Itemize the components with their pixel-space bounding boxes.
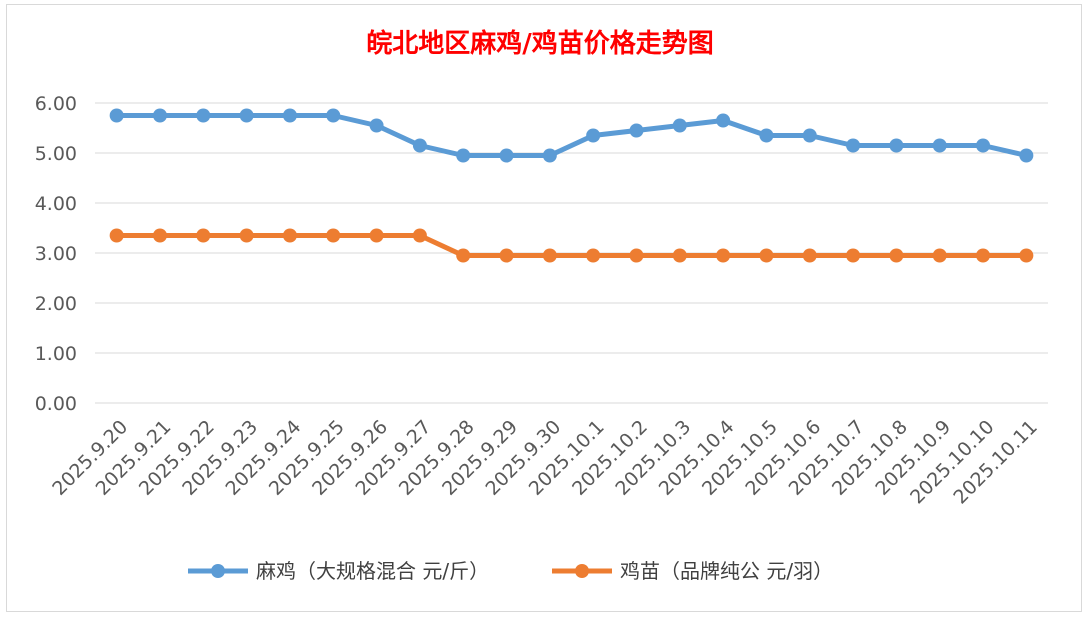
y-axis-tick-labels: 0.00 1.00 2.00 3.00 4.00 5.00 6.00 bbox=[35, 93, 77, 415]
data-series bbox=[109, 108, 1034, 263]
legend-item: 鸡苗（品牌纯公 元/羽） bbox=[552, 559, 833, 583]
data-point bbox=[152, 228, 167, 243]
series-line bbox=[114, 233, 1029, 258]
data-point bbox=[499, 248, 514, 263]
data-point bbox=[196, 228, 211, 243]
data-point bbox=[672, 248, 687, 263]
x-axis-tick-labels: 2025.9.202025.9.212025.9.222025.9.232025… bbox=[48, 416, 1042, 508]
series-2 bbox=[109, 228, 1034, 263]
series-line bbox=[114, 113, 1029, 158]
data-point bbox=[196, 108, 211, 123]
series-1 bbox=[109, 108, 1034, 163]
data-point bbox=[1019, 248, 1034, 263]
data-point bbox=[846, 248, 861, 263]
data-point bbox=[802, 128, 817, 143]
y-tick-label: 4.00 bbox=[35, 193, 77, 215]
data-point bbox=[369, 118, 384, 133]
data-point bbox=[109, 108, 124, 123]
data-point bbox=[499, 148, 514, 163]
data-point bbox=[802, 248, 817, 263]
y-tick-label: 6.00 bbox=[35, 93, 77, 115]
data-point bbox=[889, 248, 904, 263]
chart-title: 皖北地区麻鸡/鸡苗价格走势图 bbox=[366, 28, 714, 59]
data-point bbox=[1019, 148, 1034, 163]
data-point bbox=[412, 228, 427, 243]
legend-item: 麻鸡（大规格混合 元/斤） bbox=[188, 559, 489, 583]
data-point bbox=[542, 248, 557, 263]
data-point bbox=[586, 248, 601, 263]
legend-label: 鸡苗（品牌纯公 元/羽） bbox=[620, 559, 833, 583]
data-point bbox=[932, 138, 947, 153]
data-point bbox=[976, 138, 991, 153]
data-point bbox=[282, 228, 297, 243]
data-point bbox=[629, 248, 644, 263]
data-point bbox=[109, 228, 124, 243]
data-point bbox=[629, 123, 644, 138]
y-tick-label: 2.00 bbox=[35, 293, 77, 315]
data-point bbox=[586, 128, 601, 143]
legend-marker bbox=[211, 564, 225, 578]
y-tick-label: 3.00 bbox=[35, 243, 77, 265]
data-point bbox=[282, 108, 297, 123]
data-point bbox=[846, 138, 861, 153]
data-point bbox=[239, 108, 254, 123]
data-point bbox=[326, 108, 341, 123]
chart-frame bbox=[6, 4, 1082, 612]
data-point bbox=[932, 248, 947, 263]
data-point bbox=[976, 248, 991, 263]
data-point bbox=[889, 138, 904, 153]
y-tick-label: 1.00 bbox=[35, 343, 77, 365]
data-point bbox=[412, 138, 427, 153]
legend-label: 麻鸡（大规格混合 元/斤） bbox=[256, 559, 489, 583]
y-tick-label: 0.00 bbox=[35, 393, 77, 415]
legend: 麻鸡（大规格混合 元/斤） 鸡苗（品牌纯公 元/羽） bbox=[188, 559, 833, 583]
data-point bbox=[759, 128, 774, 143]
data-point bbox=[716, 248, 731, 263]
data-point bbox=[542, 148, 557, 163]
data-point bbox=[369, 228, 384, 243]
data-point bbox=[456, 148, 471, 163]
data-point bbox=[239, 228, 254, 243]
y-tick-label: 5.00 bbox=[35, 143, 77, 165]
data-point bbox=[152, 108, 167, 123]
data-point bbox=[716, 113, 731, 128]
gridlines bbox=[95, 102, 1048, 404]
data-point bbox=[456, 248, 471, 263]
data-point bbox=[326, 228, 341, 243]
legend-marker bbox=[575, 564, 589, 578]
data-point bbox=[672, 118, 687, 133]
data-point bbox=[759, 248, 774, 263]
